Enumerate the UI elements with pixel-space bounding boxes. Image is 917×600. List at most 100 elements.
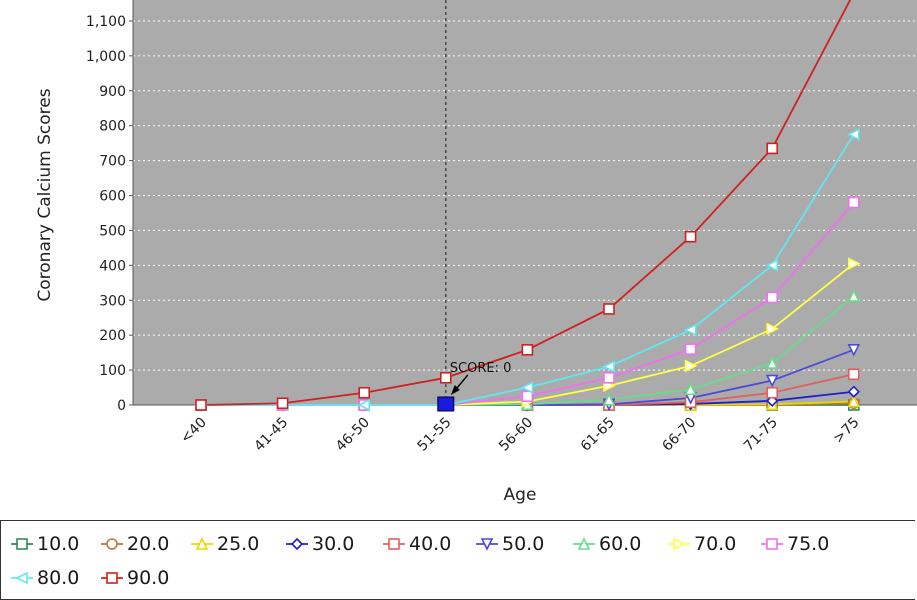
y-tick-label: 700 [99, 154, 126, 170]
legend-swatch [11, 538, 33, 550]
data-point-80.0 [847, 128, 860, 141]
y-tick-label: 200 [99, 328, 126, 344]
legend-swatch [761, 538, 783, 550]
data-point-75.0 [847, 196, 860, 209]
y-tick-label: 300 [99, 293, 126, 309]
data-point-40.0 [766, 386, 779, 399]
data-point-80.0 [765, 259, 778, 272]
legend-marker [106, 572, 118, 584]
data-point-90.0 [195, 399, 207, 411]
legend-label: 30.0 [312, 533, 355, 555]
legend-item-25.0: 25.0 [191, 533, 259, 555]
y-axis-ticks: 0 100 200 300 400 500 600 700 800 900 1,000 1,100 [86, 0, 134, 414]
legend-item-50.0: 50.0 [476, 533, 544, 555]
legend-label: 90.0 [127, 567, 170, 589]
y-tick-label: 900 [99, 84, 126, 100]
data-point-60.0 [684, 382, 697, 396]
x-tick-label: 66-70 [659, 415, 699, 455]
legend-item-70.0: 70.0 [668, 533, 736, 555]
y-tick-label: 800 [99, 119, 126, 135]
x-tick-label: 51-55 [415, 415, 455, 455]
legend-label: 80.0 [37, 567, 80, 589]
data-point-90.0 [439, 371, 452, 384]
data-point-90.0 [766, 142, 779, 155]
legend-marker [106, 538, 118, 550]
legend-marker [195, 537, 209, 550]
x-tick-label: >75 [830, 415, 862, 447]
legend-item-20.0: 20.0 [101, 533, 169, 555]
line-chart: 0 100 200 300 400 500 600 700 800 900 1,000 1,100 <… [35, 0, 917, 505]
x-axis-label: Age [504, 485, 537, 505]
legend-marker [577, 537, 591, 550]
annotation-arrowhead [450, 385, 460, 395]
legend-label: 25.0 [217, 533, 260, 555]
legend-label: 70.0 [694, 533, 737, 555]
data-point-40.0 [847, 368, 860, 381]
legend-label: 75.0 [787, 533, 830, 555]
data-point-90.0 [521, 344, 534, 356]
y-tick-label: 500 [99, 223, 126, 239]
legend-swatch [286, 537, 308, 551]
y-axis-label: Coronary Calcium Scores [35, 88, 55, 301]
data-point-75.0 [521, 390, 534, 403]
data-point-50.0 [765, 374, 779, 388]
legend-label: 60.0 [599, 533, 642, 555]
data-point-80.0 [602, 360, 615, 373]
x-tick-label: 61-65 [578, 415, 618, 455]
legend-swatch [101, 538, 123, 550]
data-point-80.0 [357, 398, 370, 412]
data-point-25.0 [847, 394, 861, 408]
y-tick-label: 1,100 [86, 14, 126, 30]
data-point-70.0 [848, 257, 861, 270]
legend-item-40.0: 40.0 [383, 533, 451, 555]
legend-marker [388, 538, 400, 550]
legend-marker [766, 538, 778, 550]
data-point-90.0 [358, 386, 371, 399]
legend: 10.0 20.0 25.0 30.0 40.0 50.0 60.0 70.0 75.0 80.0… [0, 520, 915, 600]
legend-swatch [668, 537, 690, 551]
data-point-70.0 [684, 359, 698, 373]
legend-marker [480, 538, 494, 551]
y-tick-label: 0 [117, 398, 126, 414]
legend-marker [673, 537, 686, 551]
legend-swatch [476, 538, 498, 551]
data-point-70.0 [766, 322, 779, 336]
data-point-75.0 [684, 343, 697, 355]
legend-label: 20.0 [127, 533, 170, 555]
legend-item-75.0: 75.0 [761, 533, 829, 555]
legend-marker [16, 538, 28, 550]
data-point-80.0 [683, 323, 697, 337]
y-tick-label: 1,000 [86, 49, 126, 65]
legend-item-60.0: 60.0 [573, 533, 641, 555]
data-point-90.0 [276, 397, 289, 410]
legend-label: 10.0 [37, 533, 80, 555]
annotation-marker [437, 396, 455, 412]
legend-item-30.0: 30.0 [286, 533, 354, 555]
annotation: SCORE: 0 [437, 361, 512, 412]
legend-item-90.0: 90.0 [101, 567, 169, 589]
y-tick-label: 400 [99, 258, 126, 274]
data-point-80.0 [520, 381, 534, 394]
x-tick-label: 71-75 [741, 415, 781, 455]
legend-marker [15, 571, 28, 585]
data-point-60.0 [602, 392, 616, 406]
annotation-label: SCORE: 0 [450, 361, 512, 376]
data-point-75.0 [766, 291, 779, 304]
plot-area [133, 0, 917, 405]
legend-swatch [383, 538, 405, 550]
gridlines [133, 0, 917, 405]
legend-swatch [11, 571, 33, 585]
legend-swatch [101, 572, 123, 584]
x-tick-label: 46-50 [333, 415, 373, 455]
x-axis-ticks: <40 41-45 46-50 51-55 56-60 61-65 66-70 71-75 >7… [133, 404, 917, 455]
data-point-75.0 [603, 371, 615, 384]
data-point-60.0 [765, 356, 779, 369]
legend-swatch [573, 537, 595, 550]
data-point-60.0 [847, 289, 861, 302]
data-point-30.0 [766, 394, 779, 407]
x-tick-label: 56-60 [496, 415, 536, 455]
data-point-90.0 [684, 230, 697, 243]
legend-marker [290, 537, 304, 551]
y-tick-label: 100 [99, 363, 126, 379]
data-point-90.0 [603, 303, 615, 315]
